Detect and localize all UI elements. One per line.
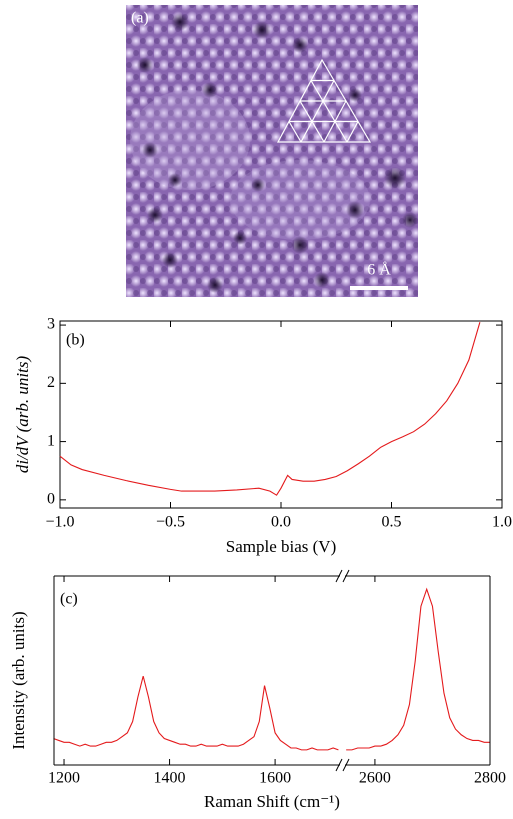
x-tick-label: −0.5 <box>156 514 185 531</box>
x-axis-label: Sample bias (V) <box>226 537 336 556</box>
axis-break <box>342 758 350 772</box>
axis-break <box>335 569 343 583</box>
stm-image <box>126 5 418 297</box>
y-tick-label: 0 <box>47 491 55 508</box>
x-tick-label: 0.5 <box>382 514 402 531</box>
x-tick-label: 1400 <box>154 770 186 787</box>
y-tick-label: 2 <box>47 374 55 391</box>
y-axis-label: Intensity (arb. units) <box>9 611 28 749</box>
axis-break <box>342 569 350 583</box>
data-line <box>346 587 490 751</box>
x-axis-label: Raman Shift (cm⁻¹) <box>204 792 340 811</box>
x-tick-label: 1600 <box>259 770 291 787</box>
axis-break <box>335 758 343 772</box>
y-tick-label: 3 <box>47 316 55 333</box>
x-tick-label: −1.0 <box>45 514 74 531</box>
x-tick-label: 2600 <box>359 770 391 787</box>
panel-label: (b) <box>66 332 85 349</box>
data-line <box>59 322 481 496</box>
y-tick-label: 1 <box>47 432 55 449</box>
panel-label: (a) <box>131 10 149 27</box>
data-line <box>53 676 339 751</box>
panel-label: (c) <box>60 591 78 608</box>
y-axis-label: di/dV (arb. units) <box>13 356 32 474</box>
x-tick-label: 2800 <box>474 770 506 787</box>
scale-label: 6 Å <box>367 261 391 279</box>
lattice-overlay <box>276 58 372 143</box>
x-tick-label: 1.0 <box>492 514 512 531</box>
x-tick-label: 1200 <box>48 770 80 787</box>
plot-frame <box>59 320 503 509</box>
x-tick-label: 0.0 <box>271 514 291 531</box>
